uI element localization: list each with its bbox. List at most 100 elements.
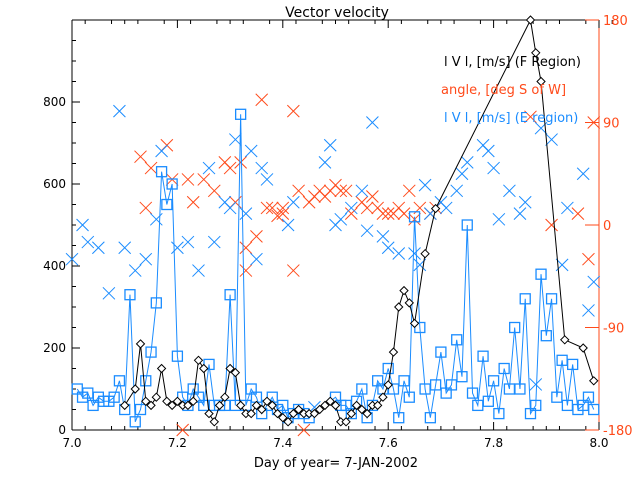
cross-stroke — [582, 304, 595, 317]
cross-stroke — [360, 201, 374, 215]
cross-stroke — [255, 161, 269, 175]
f-region-point — [346, 408, 357, 419]
legend-e-region: l V l, [m/s] (E region) — [444, 111, 578, 126]
cross-stroke — [376, 230, 390, 243]
e-region-cross-point — [202, 161, 216, 175]
e-region-cross-point — [455, 167, 469, 181]
f-region-point — [394, 302, 404, 312]
f-region-point — [314, 404, 325, 415]
f-region-point — [341, 417, 351, 427]
cross-stroke — [366, 190, 379, 203]
f-region-point — [119, 400, 130, 411]
x-tick-label: 7.6 — [379, 436, 398, 450]
e-region-cross-point — [334, 212, 348, 226]
f-region-point — [262, 396, 272, 407]
f-region-point — [267, 400, 277, 411]
cross-stroke — [439, 201, 453, 215]
cross-stroke — [286, 195, 300, 209]
cross-stroke — [524, 110, 537, 124]
cross-stroke — [181, 235, 195, 249]
cross-stroke — [529, 378, 543, 391]
f-region-point — [146, 400, 156, 411]
e-region-cross-point — [481, 144, 495, 158]
f-region-point — [135, 339, 146, 349]
e-region-cross-point — [360, 224, 374, 238]
e-region-point — [277, 399, 289, 412]
e-region-cross-point — [81, 235, 95, 249]
cross-stroke — [144, 161, 158, 175]
f-region-point — [172, 396, 183, 407]
e-region-point — [498, 362, 510, 375]
e-region-cross-point — [392, 247, 406, 260]
cross-stroke — [102, 286, 116, 300]
f-region-point — [383, 380, 393, 390]
e-region-point — [429, 379, 442, 391]
f-region-point — [151, 392, 162, 402]
f-region-point — [288, 408, 299, 419]
e-region-point — [482, 395, 494, 407]
cross-stroke — [76, 218, 89, 232]
e-region-cross-point — [118, 241, 132, 255]
cross-stroke — [255, 93, 269, 107]
cross-stroke — [344, 207, 358, 220]
f-region-point — [199, 363, 209, 374]
e-region-cross-point — [286, 195, 300, 209]
cross-stroke — [155, 144, 168, 158]
cross-stroke — [250, 252, 263, 266]
e-region-cross-point — [582, 304, 595, 317]
angle-point — [250, 230, 263, 243]
e-region-point — [224, 289, 236, 301]
f-region-point — [372, 400, 383, 411]
f-region-point — [220, 392, 230, 402]
cross-stroke — [207, 184, 221, 198]
e-region-cross-point — [223, 201, 237, 215]
y-tick-label: 200 — [43, 341, 66, 355]
angle-point — [239, 241, 253, 255]
e-region-cross-point — [207, 235, 221, 249]
cross-stroke — [402, 184, 416, 198]
cross-stroke — [576, 167, 590, 181]
cross-stroke — [250, 230, 263, 243]
f-region-point — [204, 408, 214, 419]
e-region-cross-point — [91, 241, 105, 255]
x-tick-label: 7.4 — [273, 436, 292, 450]
cross-stroke — [318, 156, 332, 169]
e-region-cross-point — [418, 178, 432, 192]
angle-point — [260, 201, 274, 215]
cross-stroke — [561, 201, 574, 215]
cross-stroke — [229, 133, 242, 146]
y2-tick-label: 180 — [603, 14, 628, 29]
f-region-point — [167, 400, 177, 411]
e-region-cross-point — [439, 201, 453, 215]
f-region-point — [362, 408, 372, 419]
cross-stroke — [460, 156, 474, 169]
angle-point — [255, 93, 269, 107]
cross-stroke — [360, 224, 374, 238]
cross-stroke — [286, 104, 300, 118]
cross-stroke — [545, 218, 558, 232]
f-region-point — [225, 363, 235, 374]
e-region-cross-point — [561, 201, 574, 215]
e-region-point — [567, 358, 579, 371]
cross-stroke — [186, 195, 200, 209]
f-region-point — [183, 400, 193, 411]
f-region-point — [351, 400, 362, 411]
e-region-point — [509, 321, 521, 334]
e-region-point — [166, 178, 178, 190]
angle-point — [587, 116, 601, 129]
e-region-point — [493, 407, 505, 420]
cross-stroke — [65, 252, 79, 266]
angle-point — [139, 201, 153, 215]
e-region-point — [451, 334, 463, 346]
cross-stroke — [418, 178, 432, 192]
legend-f-region: l V l, [m/s] (F Region) — [444, 55, 581, 70]
angle-point — [176, 423, 190, 437]
cross-stroke — [276, 201, 290, 215]
f-region-point — [531, 48, 541, 58]
angle-point — [276, 207, 290, 220]
e-region-cross-point — [513, 207, 527, 220]
axes: 7.0 7.2 7.4 7.6 7.8 8.0 0 200 400 600 800 -180 -90 0 9… — [43, 14, 632, 450]
e-region-cross-point — [250, 252, 263, 266]
cross-stroke — [139, 252, 153, 266]
e-region-cross-point — [529, 378, 543, 391]
